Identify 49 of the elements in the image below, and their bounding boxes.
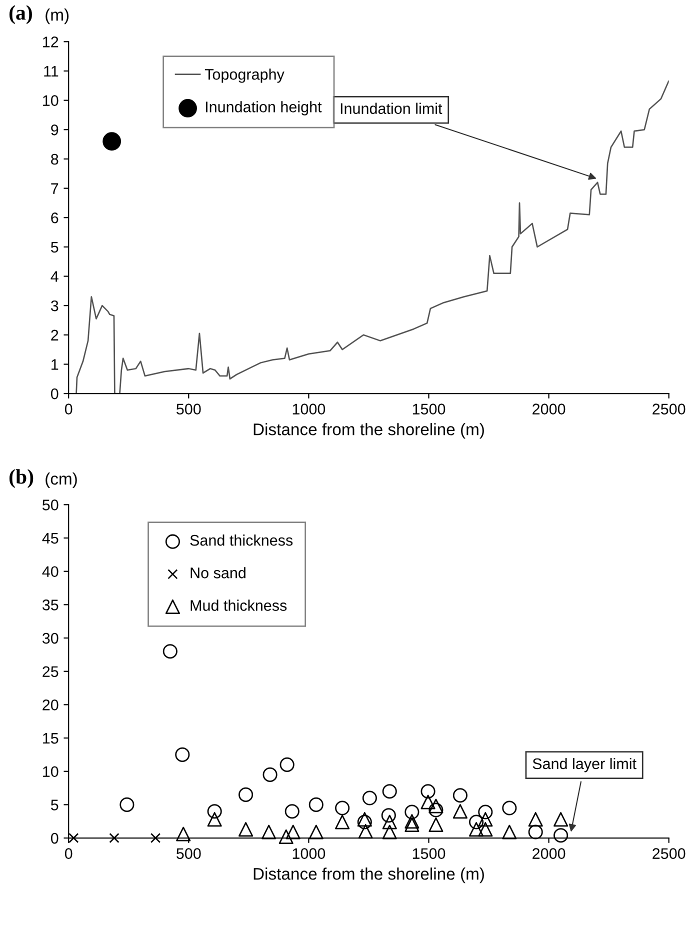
x-tick-label: 1000 [292, 848, 326, 859]
legend-label: Mud thickness [190, 600, 287, 611]
y-tick-label: 30 [42, 632, 58, 644]
y-axis-title: (cm) [46, 472, 77, 488]
y-tick-label: 5 [50, 242, 58, 253]
y-tick-label: 0 [50, 832, 58, 844]
y-tick-label: 35 [42, 600, 58, 610]
y-tick-label: 50 [42, 500, 58, 510]
x-tick-label: 1500 [412, 404, 446, 414]
annotation: Sand layer limit [532, 758, 636, 772]
x-tick-label: 2000 [532, 848, 566, 859]
legend-label: Sand thickness [190, 534, 293, 546]
x-tick-label: 2000 [532, 404, 566, 414]
y-tick-label: 7 [51, 183, 58, 194]
x-axis-title: Distance from the shoreline (m) [254, 868, 484, 884]
x-tick-label: 2500 [652, 848, 686, 859]
x-tick-label: 1000 [292, 404, 326, 414]
x-tick-label: 0 [64, 404, 72, 414]
legend-label: No sand [190, 567, 246, 578]
x-tick-label: 1500 [412, 848, 446, 859]
x-tick-label: 0 [64, 848, 72, 859]
y-tick-label: 25 [42, 666, 58, 678]
y-tick-label: 11 [44, 66, 58, 77]
y-tick-label: 0 [50, 388, 58, 400]
y-tick-label: 10 [43, 766, 58, 778]
y-tick-label: 1 [52, 359, 58, 370]
x-tick-label: 500 [176, 848, 201, 859]
y-axis-title: (m) [46, 8, 69, 24]
x-axis-title: Distance from the shoreline (m) [254, 423, 484, 439]
y-tick-label: 15 [43, 733, 58, 744]
annotation: Inundation limit [340, 102, 442, 114]
y-tick-label: 10 [43, 95, 58, 106]
chart-title: (a) [9, 5, 32, 24]
y-tick-label: 2 [51, 330, 58, 340]
y-tick-label: 20 [42, 700, 58, 710]
y-tick-label: 9 [51, 124, 58, 136]
y-tick-label: 40 [42, 566, 58, 578]
legend-label: Topography [204, 68, 284, 83]
y-tick-label: 6 [51, 212, 58, 224]
y-tick-label: 12 [43, 36, 58, 48]
x-tick-label: 500 [176, 404, 201, 414]
y-tick-label: 4 [50, 271, 58, 282]
chart-title: (b) [9, 469, 34, 488]
x-tick-label: 2500 [652, 404, 686, 414]
legend-label: Inundation height [206, 101, 322, 116]
y-tick-label: 45 [42, 533, 58, 544]
y-tick-label: 3 [50, 300, 58, 312]
y-tick-label: 5 [50, 800, 58, 810]
y-tick-label: 8 [51, 154, 58, 165]
